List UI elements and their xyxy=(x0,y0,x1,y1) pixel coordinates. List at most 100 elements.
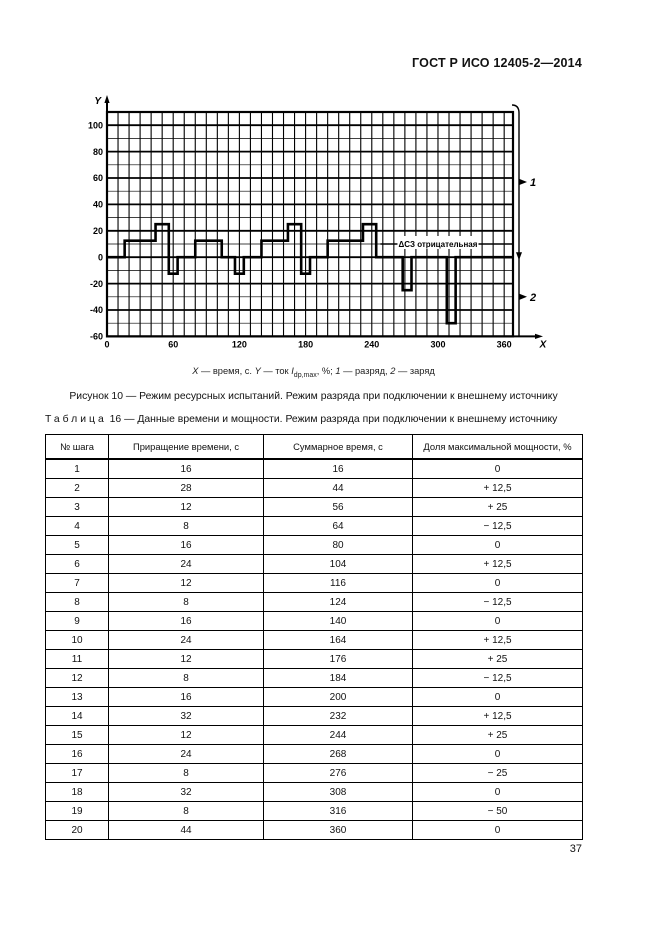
table-cell: + 12,5 xyxy=(412,630,583,650)
table-caption-word: Таблица xyxy=(45,414,107,425)
table-cell: 32 xyxy=(108,782,264,802)
table-column-header: Приращение времени, с xyxy=(108,434,264,460)
legend-segment: 2 xyxy=(390,366,396,376)
figure-caption: Рисунок 10 — Режим ресурсных испытаний. … xyxy=(69,391,558,402)
table-row: 8 8 124− 12,5 xyxy=(45,592,583,612)
x-tick-label: 120 xyxy=(232,339,247,349)
table-cell: 232 xyxy=(263,706,413,726)
table-cell: − 12,5 xyxy=(412,668,583,688)
y-tick-label: -40 xyxy=(90,305,103,315)
table-cell: 124 xyxy=(263,592,413,612)
table-cell: 24 xyxy=(108,630,264,650)
legend-segment: — заряд xyxy=(395,366,435,376)
table-cell: 19 xyxy=(45,801,109,821)
table-cell: 200 xyxy=(263,687,413,707)
figure-10-chart: ΔСЗ отрицательная Y 100 80 60 40 20 0 -20 -40 -60 X… xyxy=(75,92,555,364)
table-cell: 80 xyxy=(263,535,413,555)
table-cell: 13 xyxy=(45,687,109,707)
zone-label-2: 2 xyxy=(529,292,536,304)
table-body: 1 16 16 0 2 28 44 + 12,5 3 12 56 + 25 4 8 64− 12,5 5 16 8… xyxy=(45,458,583,840)
table-row: 9 16 140 0 xyxy=(45,611,583,631)
legend-segment: — время, с. xyxy=(198,366,255,376)
x-axis-label: X xyxy=(539,339,548,350)
table-cell: 12 xyxy=(108,573,264,593)
table-cell: 0 xyxy=(412,573,583,593)
x-tick-label: 240 xyxy=(364,339,379,349)
table-row: 16 24 268 0 xyxy=(45,744,583,764)
table-cell: 4 xyxy=(45,516,109,536)
zone-arrow-1 xyxy=(519,178,527,186)
table-cell: − 12,5 xyxy=(412,592,583,612)
y-axis-label: Y xyxy=(94,96,102,107)
table-cell: 0 xyxy=(412,782,583,802)
table-cell: 12 xyxy=(108,725,264,745)
table-cell: 0 xyxy=(412,820,583,840)
table-cell: 16 xyxy=(263,458,413,479)
table-cell: 0 xyxy=(412,535,583,555)
table-cell: 8 xyxy=(108,668,264,688)
table-row: 18 32 308 0 xyxy=(45,782,583,802)
table-cell: 268 xyxy=(263,744,413,764)
table-header-row: № шага Приращение времени, с Суммарное вре… xyxy=(45,434,583,460)
table-caption: Таблица 16 — Данные времени и мощности. … xyxy=(45,414,582,425)
legend-segment: 1 xyxy=(335,366,341,376)
y-tick-label: 20 xyxy=(93,226,103,236)
table-cell: 308 xyxy=(263,782,413,802)
table-row: 11 12 176 + 25 xyxy=(45,649,583,669)
x-tick-label: 360 xyxy=(497,339,512,349)
page-number: 37 xyxy=(569,843,582,855)
table-cell: + 25 xyxy=(412,649,583,669)
table-cell: 14 xyxy=(45,706,109,726)
step-line xyxy=(107,222,513,325)
table-cell: 360 xyxy=(263,820,413,840)
table-row: 2 28 44 + 12,5 xyxy=(45,478,583,498)
table-row: 7 12 116 0 xyxy=(45,573,583,593)
table-cell: 12 xyxy=(108,649,264,669)
x-tick-label: 300 xyxy=(430,339,445,349)
table-row: 6 24 104 + 12,5 xyxy=(45,554,583,574)
table-cell: 16 xyxy=(45,744,109,764)
table-row: 5 16 80 0 xyxy=(45,535,583,555)
table-cell: 44 xyxy=(263,478,413,498)
bracket-mid-arrow xyxy=(516,252,522,261)
table-row: 19 8 316− 50 xyxy=(45,801,583,821)
table-cell: 11 xyxy=(45,649,109,669)
document-title: ГОСТ Р ИСО 12405-2—2014 xyxy=(412,56,582,70)
table-cell: 116 xyxy=(263,573,413,593)
table-cell: 164 xyxy=(263,630,413,650)
table-cell: 8 xyxy=(108,592,264,612)
table-cell: 104 xyxy=(263,554,413,574)
table-cell: 16 xyxy=(108,458,264,479)
y-tick-label: 40 xyxy=(93,200,103,210)
table-cell: 9 xyxy=(45,611,109,631)
table-cell: 6 xyxy=(45,554,109,574)
legend-segment: — разряд, xyxy=(340,366,391,376)
y-tick-label: 0 xyxy=(98,252,103,262)
y-tick-label: 60 xyxy=(93,173,103,183)
table-cell: 8 xyxy=(108,801,264,821)
table-cell: 12 xyxy=(108,497,264,517)
y-tick-label: -20 xyxy=(90,279,103,289)
zone-bracket xyxy=(511,104,520,337)
table-row: 14 32 232 + 12,5 xyxy=(45,706,583,726)
table-cell: 0 xyxy=(412,458,583,479)
table-row: 15 12 244 + 25 xyxy=(45,725,583,745)
table-row: 10 24 164 + 12,5 xyxy=(45,630,583,650)
table-cell: + 12,5 xyxy=(412,554,583,574)
table-row: 1 16 16 0 xyxy=(45,458,583,479)
annotation-label: ΔСЗ отрицательная xyxy=(399,240,478,249)
table-cell: 10 xyxy=(45,630,109,650)
table-cell: 20 xyxy=(45,820,109,840)
table-column-header: Доля максимальной мощности, % xyxy=(412,434,583,460)
table-column-header: № шага xyxy=(45,434,109,460)
x-tick-label: 60 xyxy=(168,339,178,349)
table-cell: 16 xyxy=(108,535,264,555)
table-caption-rest: — Данные времени и мощности. Режим разря… xyxy=(124,414,558,425)
table-cell: 244 xyxy=(263,725,413,745)
x-tick-label: 0 xyxy=(104,339,109,349)
table-cell: 7 xyxy=(45,573,109,593)
table-column-header: Суммарное время, с xyxy=(263,434,413,460)
legend-segment: dp,max xyxy=(293,371,317,379)
table-cell: 276 xyxy=(263,763,413,783)
table-cell: 28 xyxy=(108,478,264,498)
